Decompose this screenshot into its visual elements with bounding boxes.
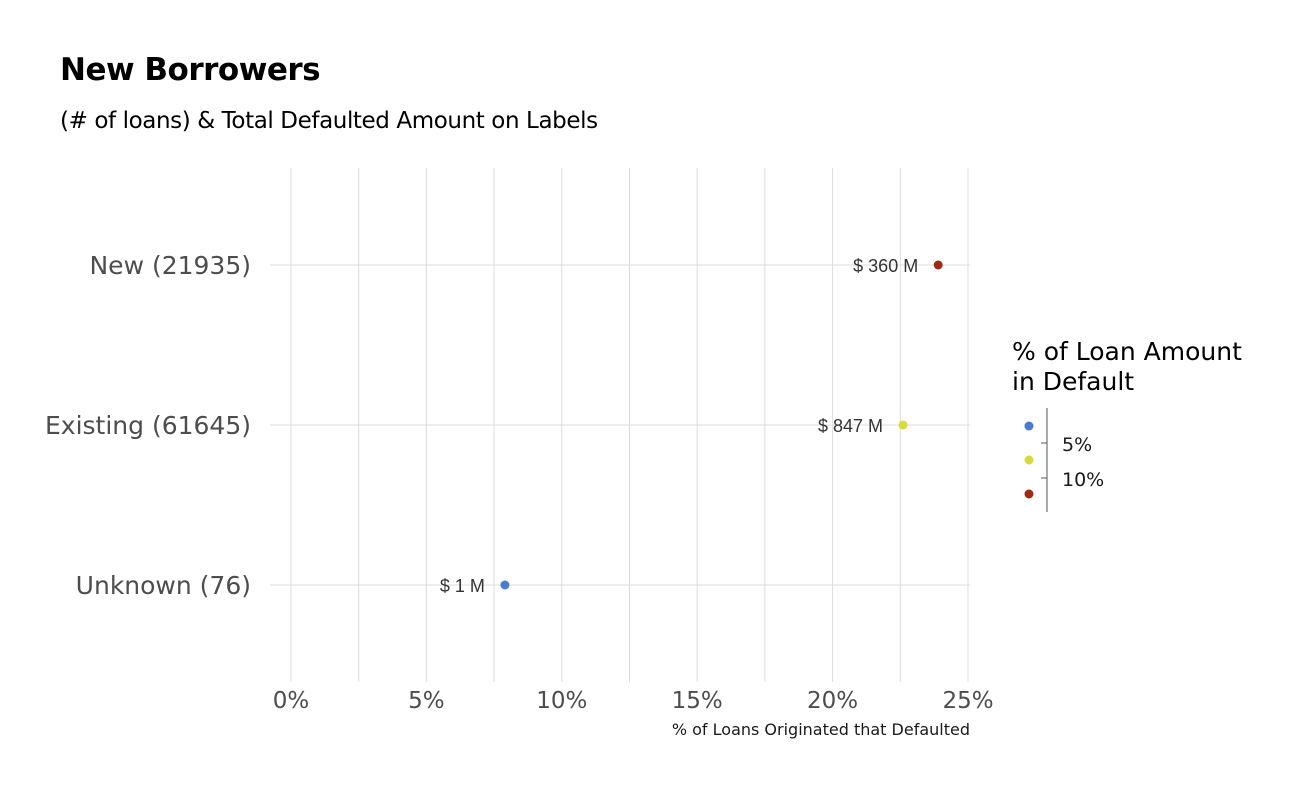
- data-value-label: $ 847 M: [818, 416, 883, 436]
- x-tick-label: 5%: [408, 688, 445, 714]
- data-value-label: $ 360 M: [853, 256, 918, 276]
- y-category-label: New (21935): [89, 251, 251, 280]
- y-category-label: Existing (61645): [45, 411, 251, 440]
- data-point: [898, 420, 908, 430]
- x-axis-ticks: 0% 5% 10% 15% 20% 25%: [273, 688, 994, 714]
- x-tick-label: 0%: [273, 688, 310, 714]
- legend-tick-label: 5%: [1062, 434, 1092, 456]
- y-category-label: Unknown (76): [76, 571, 251, 600]
- legend-tick-label: 10%: [1062, 469, 1104, 491]
- data-value-label: $ 1 M: [440, 576, 485, 596]
- chart-subtitle: (# of loans) & Total Defaulted Amount on…: [60, 108, 598, 134]
- x-tick-label: 25%: [942, 688, 993, 714]
- grid-lines: [270, 168, 970, 682]
- data-points: [500, 260, 943, 590]
- x-tick-label: 20%: [807, 688, 858, 714]
- y-axis-labels: New (21935) Existing (61645) Unknown (76): [45, 251, 251, 600]
- x-tick-label: 10%: [536, 688, 587, 714]
- data-labels: $ 360 M $ 847 M $ 1 M: [440, 256, 918, 596]
- x-tick-label: 15%: [672, 688, 723, 714]
- data-point: [500, 580, 510, 590]
- legend-title: in Default: [1012, 367, 1134, 396]
- chart-title: New Borrowers: [60, 52, 321, 88]
- legend-swatch: [1024, 421, 1034, 431]
- legend-swatch: [1024, 489, 1034, 499]
- legend-swatch: [1024, 455, 1034, 465]
- x-axis-label: % of Loans Originated that Defaulted: [672, 720, 970, 739]
- data-point: [933, 260, 943, 270]
- legend-title: % of Loan Amount: [1012, 337, 1242, 366]
